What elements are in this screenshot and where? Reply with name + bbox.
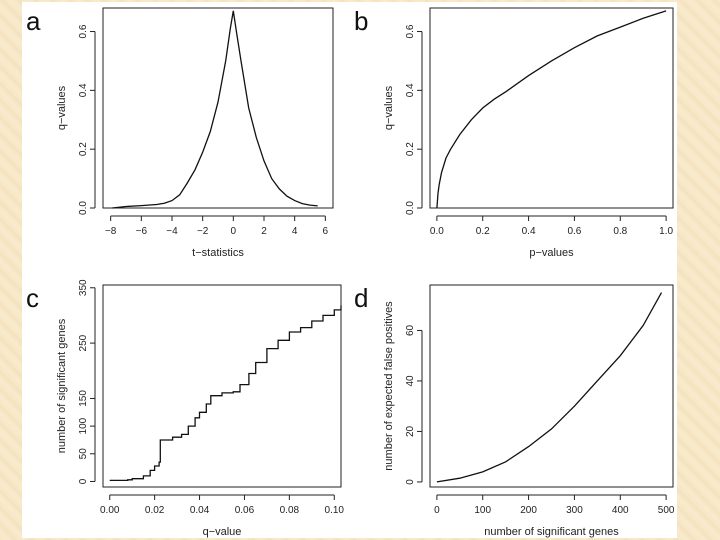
x-tick-label: 6 <box>323 226 329 237</box>
plot-frame <box>429 284 674 488</box>
panel-a: a −8 −6 −4 −2 0 2 4 6 0.0 0.2 0.4 0.6 t−statistics q−v… <box>26 6 334 259</box>
y-tick-label: 0.6 <box>405 24 416 38</box>
x-tick-label: 300 <box>566 505 583 516</box>
y-tick-label: 100 <box>78 417 89 434</box>
x-tick-label: −6 <box>136 226 148 237</box>
series-line <box>109 305 342 482</box>
y-tick-label: 350 <box>78 279 89 296</box>
panel-c: c 0.00 0.02 0.04 0.06 0.08 0.10 0 50 100 150 250 350… <box>26 279 344 538</box>
y-tick-label: 150 <box>78 390 89 407</box>
x-tick-label: 0.6 <box>567 226 581 237</box>
x-tick-label: 0.0 <box>430 226 444 237</box>
y-axis-label: number of expected false positives <box>383 301 395 471</box>
series-line <box>112 10 318 209</box>
y-tick-label: 0.4 <box>405 83 416 97</box>
x-tick-label: 0 <box>434 505 440 516</box>
x-tick-label: 2 <box>261 226 267 237</box>
y-tick-label: 40 <box>405 375 416 387</box>
panel-letter: b <box>354 6 368 36</box>
x-tick-label: 500 <box>658 505 675 516</box>
x-tick-label: 1.0 <box>659 226 673 237</box>
y-tick-label: 0 <box>405 479 416 485</box>
x-tick-label: −4 <box>166 226 178 237</box>
series-line <box>436 292 663 483</box>
panel-d: d 0 100 200 300 400 500 0 20 40 60 number of signif… <box>354 283 675 538</box>
panel-letter: a <box>26 6 41 36</box>
x-tick-label: 0.02 <box>145 505 165 516</box>
x-tick-label: −2 <box>197 226 209 237</box>
plot-frame <box>102 7 334 209</box>
x-axis-label: t−statistics <box>192 247 244 259</box>
plot-frame <box>429 7 674 209</box>
y-axis-label: q−values <box>383 85 395 130</box>
y-tick-label: 0 <box>78 478 89 484</box>
x-tick-label: 0.00 <box>100 505 120 516</box>
y-tick-label: 0.4 <box>78 83 89 97</box>
plot-frame <box>102 284 342 488</box>
y-tick-label: 50 <box>78 448 89 460</box>
series-line <box>436 10 667 209</box>
y-tick-label: 0.0 <box>78 201 89 215</box>
y-tick-label: 250 <box>78 334 89 351</box>
x-tick-label: 400 <box>612 505 629 516</box>
y-tick-label: 0.2 <box>78 142 89 156</box>
x-tick-label: 200 <box>520 505 537 516</box>
panel-letter: c <box>26 283 39 313</box>
x-tick-label: 0.08 <box>280 505 300 516</box>
y-tick-label: 60 <box>405 324 416 336</box>
x-tick-label: 0.04 <box>190 505 210 516</box>
x-axis-label: number of significant genes <box>484 526 619 538</box>
x-tick-label: 0.10 <box>325 505 345 516</box>
x-tick-label: 0 <box>231 226 237 237</box>
x-tick-label: 100 <box>474 505 491 516</box>
figure-background <box>22 2 677 538</box>
y-tick-label: 20 <box>405 425 416 437</box>
x-axis-label: p−values <box>529 247 574 259</box>
x-tick-label: 0.2 <box>476 226 490 237</box>
x-tick-label: 4 <box>292 226 298 237</box>
x-axis-label: q−value <box>203 526 242 538</box>
y-axis-label: number of significant genes <box>56 318 68 453</box>
y-tick-label: 0.0 <box>405 201 416 215</box>
y-tick-label: 0.6 <box>78 24 89 38</box>
x-tick-label: 0.4 <box>522 226 536 237</box>
y-tick-label: 0.2 <box>405 142 416 156</box>
y-axis-label: q−values <box>56 85 68 130</box>
x-tick-label: 0.8 <box>613 226 627 237</box>
x-tick-label: 0.06 <box>235 505 255 516</box>
panel-letter: d <box>354 283 368 313</box>
x-tick-label: −8 <box>105 226 117 237</box>
panel-b: b 0.0 0.2 0.4 0.6 0.8 1.0 0.0 0.2 0.4 0.6 p−values q… <box>354 6 674 259</box>
